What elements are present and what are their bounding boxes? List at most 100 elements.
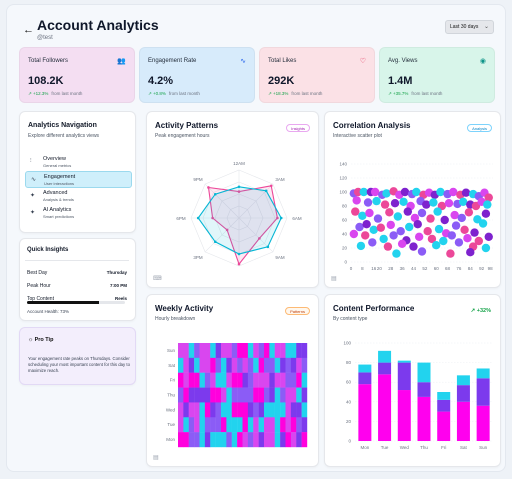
scatter-point[interactable] xyxy=(432,241,441,250)
heatmap-cell[interactable] xyxy=(269,357,275,373)
scatter-point[interactable] xyxy=(385,208,394,217)
heatmap-cell[interactable] xyxy=(231,372,238,388)
heatmap-cell[interactable] xyxy=(285,372,292,388)
scatter-point[interactable] xyxy=(483,200,492,209)
heatmap-cell[interactable] xyxy=(296,417,302,433)
heatmap-cell[interactable] xyxy=(204,417,211,433)
heatmap-cell[interactable] xyxy=(194,357,200,373)
heatmap-cell[interactable] xyxy=(204,372,211,388)
heatmap-cell[interactable] xyxy=(188,343,195,359)
heatmap-cell[interactable] xyxy=(178,417,184,433)
heatmap-cell[interactable] xyxy=(237,387,243,403)
heatmap-cell[interactable] xyxy=(269,432,275,448)
heatmap-cell[interactable] xyxy=(264,357,270,373)
heatmap-cell[interactable] xyxy=(178,357,184,373)
scatter-point[interactable] xyxy=(478,219,488,228)
heatmap-cell[interactable] xyxy=(242,372,249,388)
scatter-point[interactable] xyxy=(358,211,367,220)
scatter-point[interactable] xyxy=(481,209,491,218)
scatter-point[interactable] xyxy=(405,222,414,232)
bar-segment[interactable] xyxy=(476,368,490,379)
radar-point[interactable] xyxy=(237,262,241,266)
radar-point[interactable] xyxy=(237,190,241,193)
heatmap-cell[interactable] xyxy=(188,372,195,388)
heatmap-cell[interactable] xyxy=(242,387,249,403)
heatmap-cell[interactable] xyxy=(210,372,216,388)
keyboard-icon[interactable]: ⌨ xyxy=(153,276,162,282)
heatmap-cell[interactable] xyxy=(231,357,238,373)
radar-point[interactable] xyxy=(196,216,200,220)
bar-segment[interactable] xyxy=(378,350,392,363)
scatter-point[interactable] xyxy=(451,221,461,230)
radar-point[interactable] xyxy=(276,216,279,220)
scatter-point[interactable] xyxy=(365,208,374,218)
heatmap-cell[interactable] xyxy=(215,432,222,448)
heatmap-cell[interactable] xyxy=(264,372,270,388)
scatter-point[interactable] xyxy=(474,236,483,246)
heatmap-cell[interactable] xyxy=(280,402,286,418)
heatmap-cell[interactable] xyxy=(204,387,211,403)
heatmap-cell[interactable] xyxy=(253,432,259,448)
heatmap-cell[interactable] xyxy=(221,357,227,373)
heatmap-cell[interactable] xyxy=(264,387,270,403)
scatter-point[interactable] xyxy=(439,236,448,246)
scatter-point[interactable] xyxy=(412,187,421,197)
scatter-point[interactable] xyxy=(373,214,383,223)
heatmap-cell[interactable] xyxy=(258,387,265,403)
heatmap-cell[interactable] xyxy=(269,372,275,388)
heatmap-cell[interactable] xyxy=(296,343,302,359)
heatmap-cell[interactable] xyxy=(188,417,195,433)
heatmap-cell[interactable] xyxy=(215,387,222,403)
heatmap-cell[interactable] xyxy=(280,387,286,403)
scatter-point[interactable] xyxy=(457,213,466,223)
heatmap-cell[interactable] xyxy=(290,402,297,418)
heatmap-cell[interactable] xyxy=(237,357,243,373)
heatmap-cell[interactable] xyxy=(301,417,308,433)
heatmap-cell[interactable] xyxy=(247,432,254,448)
heatmap-cell[interactable] xyxy=(290,417,297,433)
scatter-point[interactable] xyxy=(369,225,378,234)
scatter-point[interactable] xyxy=(458,197,468,206)
scatter-point[interactable] xyxy=(427,234,437,244)
nav-item-ai-analytics[interactable]: ✦ AI Analytics Smart predictions xyxy=(25,205,132,222)
heatmap-cell[interactable] xyxy=(188,432,195,448)
scatter-point[interactable] xyxy=(434,224,444,234)
heatmap-cell[interactable] xyxy=(231,343,238,359)
scatter-point[interactable] xyxy=(383,242,393,251)
heatmap-cell[interactable] xyxy=(221,402,227,418)
heatmap-cell[interactable] xyxy=(226,387,232,403)
arrow-left-icon[interactable]: ← xyxy=(23,24,34,36)
heatmap-cell[interactable] xyxy=(210,387,216,403)
heatmap-cell[interactable] xyxy=(178,343,184,359)
heatmap-cell[interactable] xyxy=(199,343,206,359)
scatter-point[interactable] xyxy=(440,215,449,225)
scatter-point[interactable] xyxy=(450,210,459,220)
heatmap-cell[interactable] xyxy=(258,417,265,433)
heatmap-cell[interactable] xyxy=(183,372,189,388)
bar-segment[interactable] xyxy=(397,360,411,363)
heatmap-cell[interactable] xyxy=(290,343,297,359)
scatter-point[interactable] xyxy=(417,208,427,218)
radar-point[interactable] xyxy=(237,252,241,256)
heatmap-cell[interactable] xyxy=(296,387,302,403)
scatter-point[interactable] xyxy=(470,228,479,237)
heatmap-cell[interactable] xyxy=(199,417,206,433)
scatter-point[interactable] xyxy=(484,193,493,202)
heatmap-cell[interactable] xyxy=(301,402,308,418)
heatmap-cell[interactable] xyxy=(253,357,259,373)
scatter-point[interactable] xyxy=(386,220,395,230)
date-range-select[interactable]: Last 30 days ⌄ xyxy=(445,20,494,34)
scatter-point[interactable] xyxy=(362,220,371,229)
bar-segment[interactable] xyxy=(417,362,431,383)
radar-point[interactable] xyxy=(207,186,210,189)
heatmap-cell[interactable] xyxy=(226,432,232,448)
heatmap-cell[interactable] xyxy=(204,432,211,448)
heatmap-cell[interactable] xyxy=(280,417,286,433)
scatter-point[interactable] xyxy=(392,249,401,258)
scatter-point[interactable] xyxy=(363,198,373,207)
scatter-point[interactable] xyxy=(393,212,403,221)
scatter-point[interactable] xyxy=(352,196,361,205)
scatter-point[interactable] xyxy=(449,187,458,197)
heatmap-cell[interactable] xyxy=(253,372,259,388)
heatmap-cell[interactable] xyxy=(215,357,222,373)
